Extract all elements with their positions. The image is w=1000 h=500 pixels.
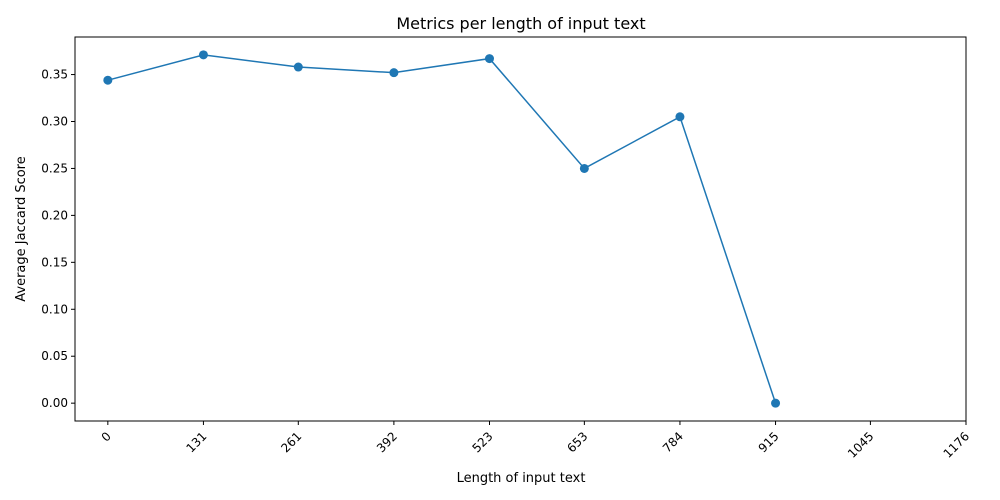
x-tick-label: 261 bbox=[278, 429, 304, 455]
data-point bbox=[389, 68, 399, 78]
x-tick-label: 784 bbox=[660, 429, 686, 455]
y-tick-label: 0.35 bbox=[41, 68, 68, 82]
data-point bbox=[484, 54, 494, 64]
y-axis: 0.00 0.05 0.10 0.15 0.20 0.25 0.30 0.35 bbox=[41, 68, 75, 410]
x-tick-label: 915 bbox=[756, 429, 782, 455]
x-axis-label: Length of input text bbox=[457, 471, 586, 486]
series-line bbox=[107, 54, 777, 404]
plot-area-frame bbox=[74, 36, 967, 422]
x-tick-label: 653 bbox=[564, 429, 590, 455]
data-point bbox=[579, 163, 589, 173]
x-tick-label: 0 bbox=[99, 429, 114, 444]
series-layer bbox=[103, 50, 781, 408]
x-tick-label: 523 bbox=[470, 429, 496, 455]
y-tick-label: 0.05 bbox=[41, 349, 68, 363]
y-tick-label: 0.15 bbox=[41, 255, 68, 269]
x-tick-label: 1045 bbox=[845, 429, 876, 460]
data-point bbox=[293, 62, 303, 72]
y-tick-label: 0.25 bbox=[41, 161, 68, 175]
x-axis: 0 131 261 392 523 653 784 915 1045 1176 bbox=[99, 421, 972, 461]
chart-title: Metrics per length of input text bbox=[396, 14, 645, 33]
data-point bbox=[771, 398, 781, 408]
y-tick-label: 0.10 bbox=[41, 302, 68, 316]
data-point bbox=[103, 75, 113, 85]
y-axis-label: Average Jaccard Score bbox=[14, 156, 29, 302]
y-tick-label: 0.00 bbox=[41, 396, 68, 410]
x-tick-label: 392 bbox=[374, 429, 400, 455]
y-tick-label: 0.20 bbox=[41, 208, 68, 222]
x-tick-label: 1176 bbox=[941, 429, 972, 460]
data-point bbox=[198, 50, 208, 60]
x-tick-label: 131 bbox=[183, 429, 209, 455]
data-point bbox=[675, 112, 685, 122]
y-tick-label: 0.30 bbox=[41, 114, 68, 128]
